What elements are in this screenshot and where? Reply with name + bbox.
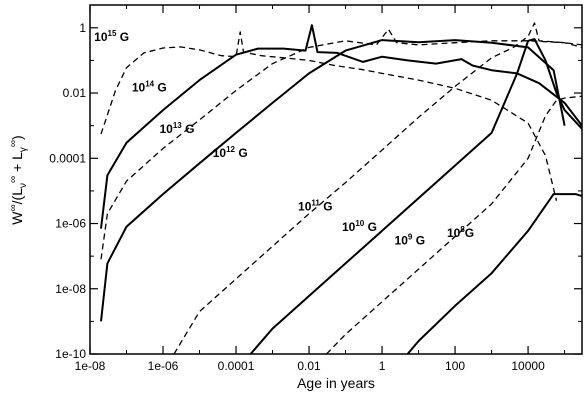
curve-label-b13: 1013 G	[159, 121, 194, 136]
series-line-b10	[249, 38, 582, 354]
y-tick-label: 1	[79, 21, 86, 35]
x-tick-label: 0.01	[297, 359, 321, 373]
curve-label-b9: 109 G	[395, 232, 425, 247]
y-axis-ticks: 1e-10 1e-08 1e-06 0.0001 0.01 1	[49, 21, 582, 361]
series-line-b14	[100, 24, 582, 229]
y-tick-label: 1e-10	[55, 347, 86, 361]
x-tick-label: 1e-06	[148, 359, 179, 373]
x-tick-label: 100	[445, 359, 465, 373]
x-tick-label: 1e-08	[75, 359, 106, 373]
curve-labels: 1015 G 1014 G 1013 G 1012 G 1011 G 1010 G 109 …	[94, 29, 474, 248]
x-tick-label: 1	[379, 359, 386, 373]
y-axis-title: W∞/(Lν∞ + Lγ∞)	[8, 135, 29, 224]
y-tick-label: 1e-06	[55, 217, 86, 231]
y-tick-label: 1e-08	[55, 282, 86, 296]
series-line-b15	[100, 31, 558, 201]
series-line-b11	[173, 22, 582, 354]
curves	[100, 22, 582, 354]
x-tick-label: 0.0001	[218, 359, 255, 373]
y-tick-label: 0.01	[63, 86, 87, 100]
x-tick-label: 10000	[511, 359, 545, 373]
plot-frame	[89, 4, 583, 355]
curve-label-b8: 108G	[447, 225, 474, 240]
curve-label-b11: 1011 G	[298, 199, 333, 214]
x-axis-ticks: 1e-08 1e-06 0.0001 0.01 1 100 10000	[75, 5, 566, 373]
y-tick-label: 0.0001	[49, 151, 86, 165]
curve-label-b15: 1015 G	[94, 29, 129, 44]
series-line-b8	[406, 193, 582, 354]
series-line-b12	[100, 39, 566, 322]
series-line-b9	[326, 95, 582, 354]
curve-label-b10: 1010 G	[342, 219, 377, 234]
series-line-b13	[100, 28, 582, 260]
curve-label-b14: 1014 G	[132, 80, 167, 95]
x-axis-title: Age in years	[297, 375, 375, 391]
curve-label-b12: 1012 G	[213, 145, 248, 160]
